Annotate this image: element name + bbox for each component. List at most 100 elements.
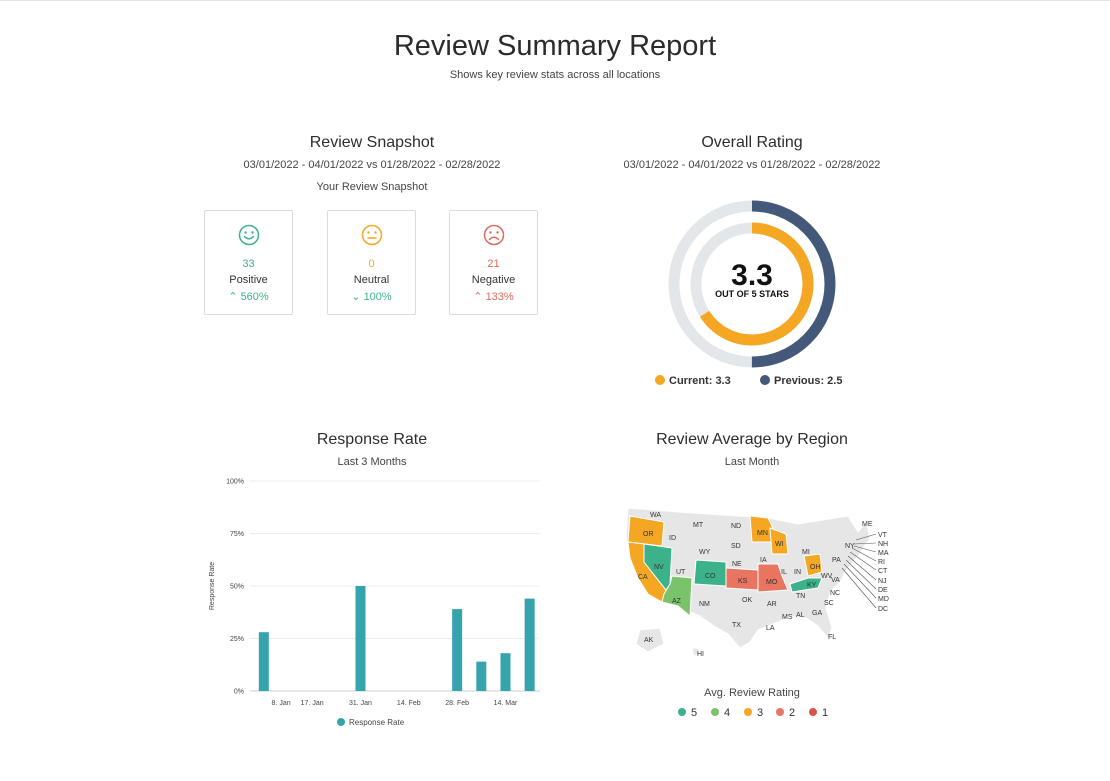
state-label: VA <box>831 577 840 584</box>
neutral-label: Neutral <box>353 274 390 286</box>
state-label: WA <box>650 512 661 519</box>
us-map[interactable]: WA MT ND MN ME OR ID SD WI MI VT NH WY N… <box>618 498 898 668</box>
legend-dot-4 <box>711 708 719 716</box>
rating-date-range: 03/01/2022 - 04/01/2022 vs 01/28/2022 - … <box>623 159 881 171</box>
current-legend[interactable]: Current: 3.3 <box>655 375 731 387</box>
state-label: MO <box>766 579 778 586</box>
state-az[interactable] <box>661 575 693 618</box>
state-oh[interactable] <box>803 553 823 577</box>
previous-rating-arc <box>668 200 836 368</box>
state-or[interactable] <box>627 515 665 547</box>
state-label: CO <box>705 573 716 580</box>
positive-count: 33 <box>242 258 255 270</box>
state-ky[interactable] <box>789 577 823 593</box>
snapshot-caption: Your Review Snapshot <box>316 181 428 193</box>
legend-dot <box>337 718 345 726</box>
neutral-count: 0 <box>368 258 375 270</box>
state-label: FL <box>828 634 836 641</box>
positive-change: ⌃ 560% <box>228 291 269 303</box>
smile-face-icon <box>238 224 260 246</box>
state-label: WV <box>821 573 833 580</box>
x-tick-label: 14. Feb <box>397 700 421 707</box>
y-tick-label: 100% <box>226 479 244 486</box>
rating-value: 3.3 <box>731 259 773 292</box>
legend-dot-1 <box>809 708 817 716</box>
legend-dot-5 <box>678 708 686 716</box>
y-tick-label: 25% <box>230 636 244 643</box>
response-rate-bar[interactable] <box>476 661 487 691</box>
response-rate-bar[interactable] <box>524 598 535 691</box>
negative-count: 21 <box>487 258 500 270</box>
neutral-change: ⌄ 100% <box>351 291 392 303</box>
response-rate-chart: 0% 25% 50% 75% 100% 8. Jan 17. Jan 31. Jan 14. … <box>209 479 540 727</box>
negative-label: Negative <box>471 274 516 286</box>
state-label: NY <box>845 543 855 550</box>
state-label: NJ <box>878 578 887 585</box>
legend-label: Response Rate <box>349 718 405 727</box>
legend-item-2[interactable]: 2 <box>776 707 795 719</box>
state-label: SC <box>824 600 834 607</box>
response-rate-bar[interactable] <box>452 609 463 691</box>
state-label: HI <box>697 651 704 658</box>
state-label: MN <box>757 530 768 537</box>
state-label: AL <box>796 612 805 619</box>
state-label: NC <box>830 590 840 597</box>
report-subtitle: Shows key review stats across all locati… <box>449 69 661 81</box>
x-tick-label: 14. Mar <box>494 700 518 707</box>
x-tick-label: 8. Jan <box>272 700 291 707</box>
rating-title: Overall Rating <box>701 134 803 151</box>
negative-change: ⌃ 133% <box>473 291 514 303</box>
legend-item-5[interactable]: 5 <box>678 707 697 719</box>
y-tick-label: 0% <box>234 689 244 696</box>
response-rate-bar[interactable] <box>500 653 511 691</box>
state-mo[interactable] <box>757 563 789 593</box>
arrow-down-icon: ⌄ <box>351 291 361 303</box>
current-dot <box>655 375 665 385</box>
x-tick-label: 31. Jan <box>349 700 372 707</box>
legend-item-1[interactable]: 1 <box>809 707 828 719</box>
legend-dot-3 <box>744 708 752 716</box>
previous-dot <box>760 375 770 385</box>
response-rate-bar[interactable] <box>355 586 366 691</box>
negative-card[interactable]: 21 Negative ⌃ 133% <box>449 210 538 315</box>
state-label: MT <box>693 522 704 529</box>
state-label: OK <box>742 597 752 604</box>
state-label: MI <box>802 549 810 556</box>
state-label: DC <box>878 606 888 613</box>
chart-legend[interactable]: Response Rate <box>337 718 405 727</box>
state-label: CA <box>638 574 648 581</box>
state-label: ID <box>669 535 676 542</box>
response-rate-title: Response Rate <box>316 431 428 448</box>
positive-label: Positive <box>229 274 268 286</box>
response-rate-bar[interactable] <box>258 632 269 691</box>
state-label: IA <box>760 557 767 564</box>
state-label: KS <box>738 578 748 585</box>
legend-item-4[interactable]: 4 <box>711 707 730 719</box>
state-label: MD <box>878 596 889 603</box>
current-rating-arc <box>690 222 814 346</box>
state-label: DE <box>878 587 888 594</box>
report-title: Review Summary Report <box>393 30 717 62</box>
previous-legend[interactable]: Previous: 2.5 <box>760 375 842 387</box>
neutral-face-icon <box>361 224 383 246</box>
neutral-card[interactable]: 0 Neutral ⌄ 100% <box>327 210 416 315</box>
positive-card[interactable]: 33 Positive ⌃ 560% <box>204 210 293 315</box>
state-label: RI <box>878 559 885 566</box>
state-label: AR <box>767 601 777 608</box>
state-label: AK <box>644 637 654 644</box>
state-label: KY <box>807 582 817 589</box>
state-label: NH <box>878 541 888 548</box>
state-label: VT <box>878 532 888 539</box>
state-label: NV <box>654 564 664 571</box>
state-wi[interactable] <box>769 527 789 555</box>
northeast-leader-lines <box>841 533 877 609</box>
state-hi[interactable] <box>691 647 701 657</box>
state-label: ME <box>862 521 873 528</box>
state-label: WI <box>775 541 784 548</box>
state-ak[interactable] <box>635 627 665 653</box>
x-tick-label: 28. Feb <box>445 700 469 707</box>
sad-face-icon <box>483 224 505 246</box>
legend-item-3[interactable]: 3 <box>744 707 763 719</box>
rating-donut <box>668 200 836 368</box>
state-label: GA <box>812 610 822 617</box>
